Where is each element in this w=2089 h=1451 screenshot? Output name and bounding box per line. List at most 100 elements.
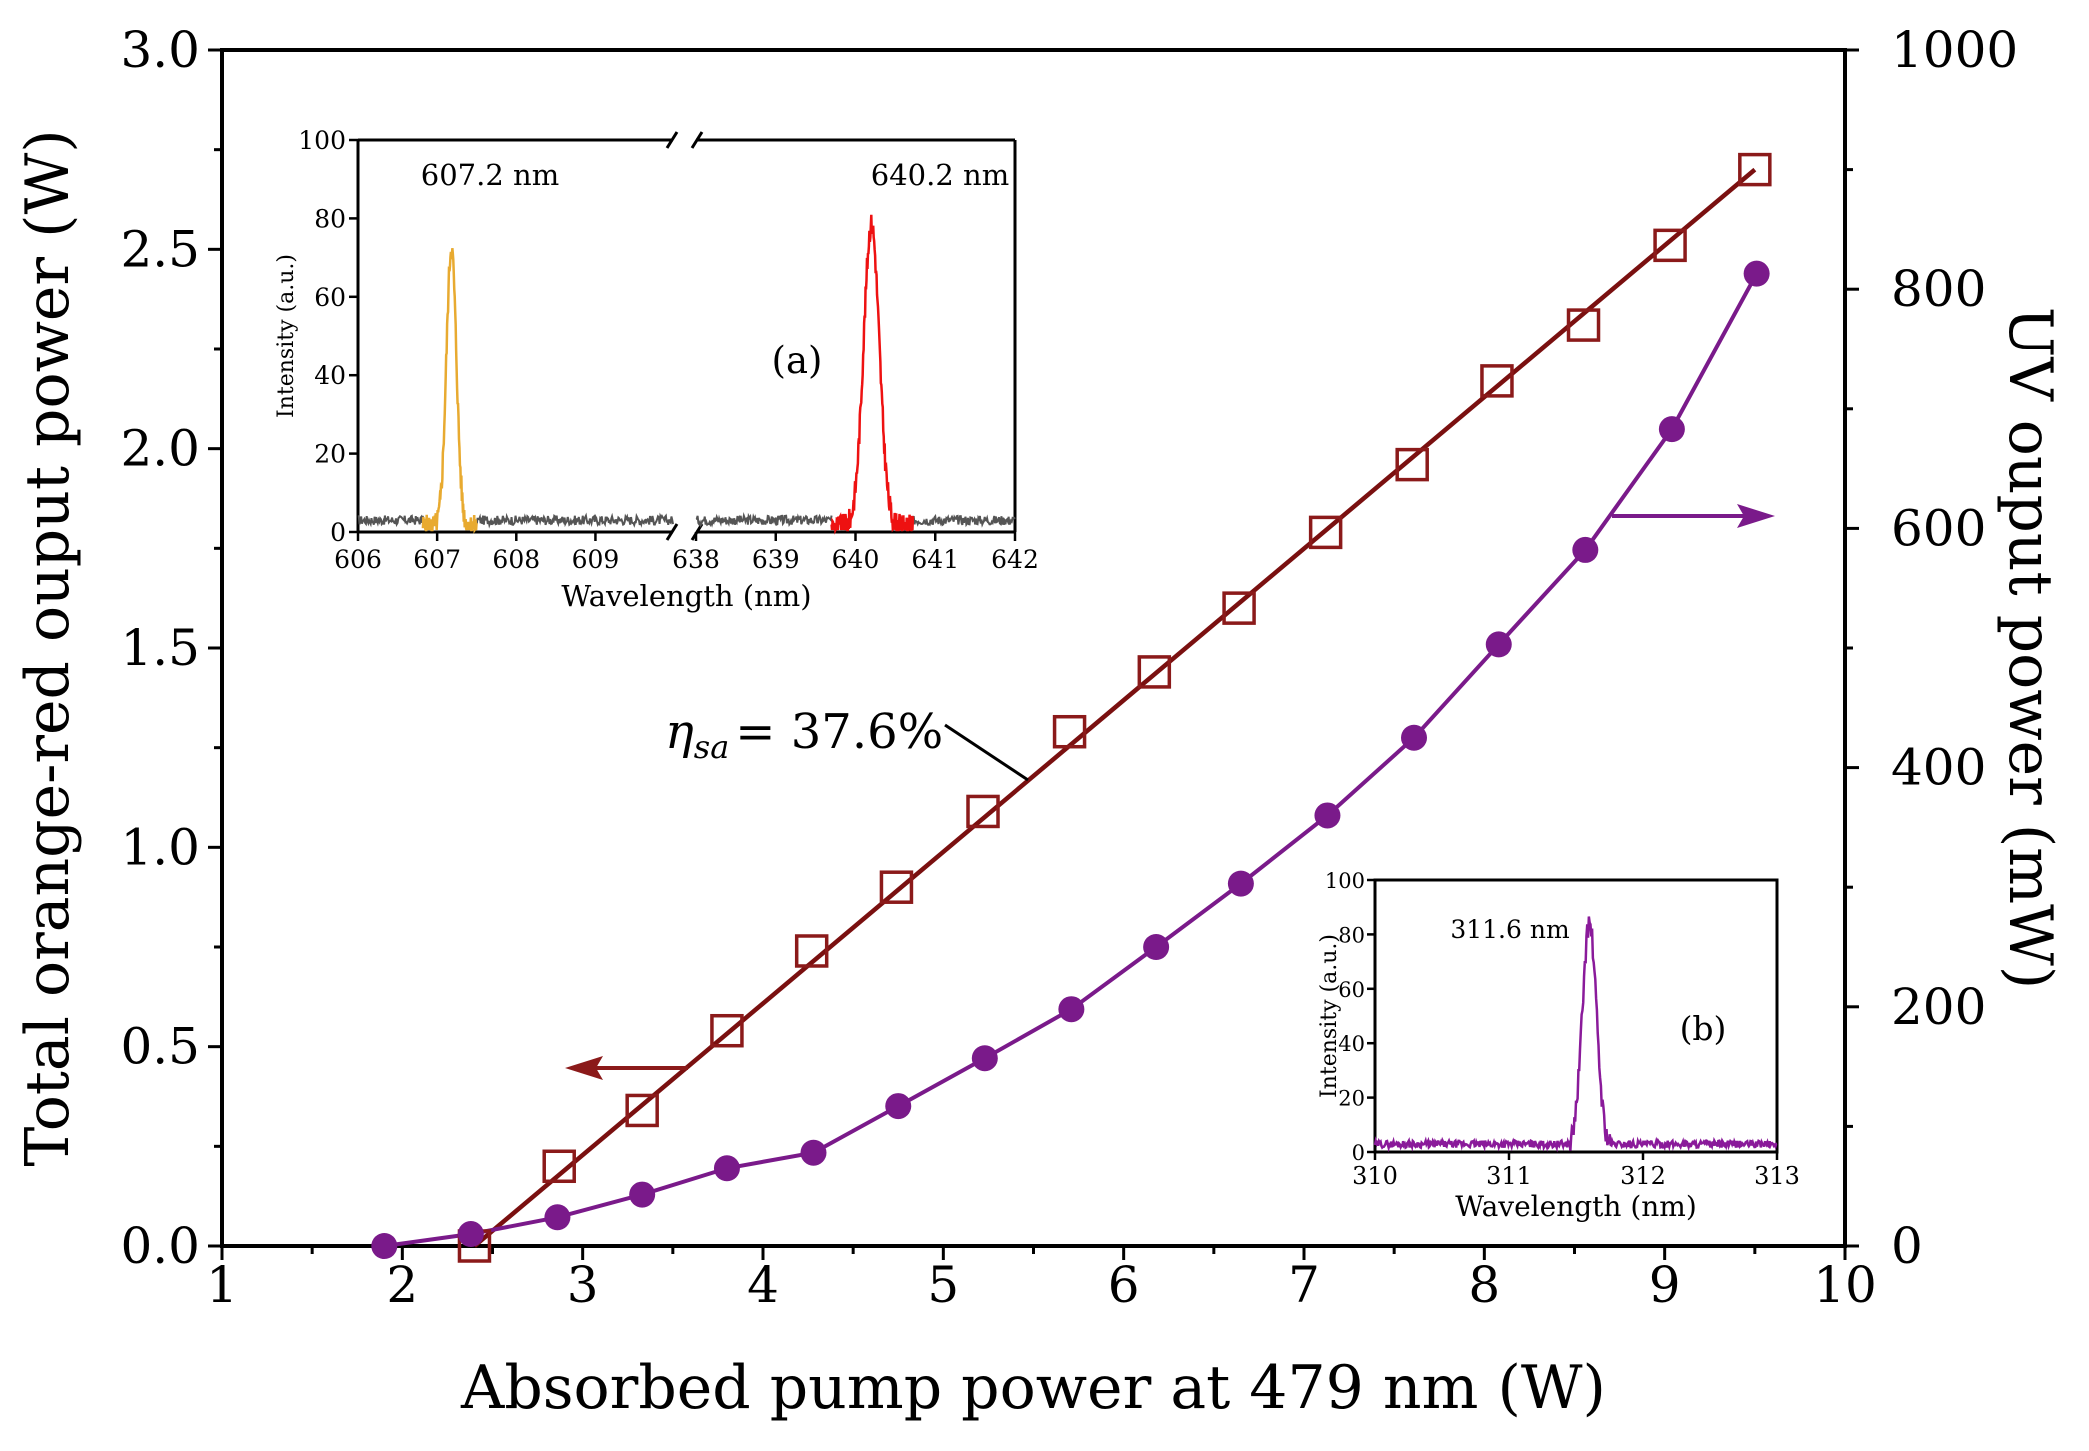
inset-a-y-tick-label: 60 <box>314 283 346 312</box>
y-left-tick-label: 3.0 <box>120 21 200 79</box>
orange-red-point <box>710 1013 744 1048</box>
eta-symbol: η <box>665 704 694 760</box>
orange-red-point <box>966 794 1000 829</box>
y-right-tick-label: 800 <box>1891 260 1986 318</box>
y-right-tick-label: 0 <box>1891 1217 1923 1275</box>
orange-red-point <box>1653 228 1687 263</box>
inset-a-baseline <box>357 514 424 528</box>
orange-red-point <box>1566 308 1601 342</box>
inset-a-baseline <box>695 512 833 528</box>
right-axis-arrowhead <box>1737 504 1775 528</box>
inset-a-y-axis-label: Intensity (a.u.) <box>274 254 299 418</box>
y-left-tick-label: 1.0 <box>120 818 200 876</box>
x-tick-label: 7 <box>1288 1256 1320 1314</box>
y-right-tick-label: 600 <box>1891 499 1986 557</box>
y-left-tick-label: 1.5 <box>120 619 200 677</box>
uv-point <box>1314 802 1341 829</box>
inset-a-break-mark <box>665 131 679 149</box>
x-tick-label: 2 <box>386 1256 418 1314</box>
inset-a-x-tick-label: 609 <box>572 545 620 574</box>
inset-b-y-axis-label: Intensity (a.u.) <box>1317 934 1342 1098</box>
eta-annotation: ηsa = 37.6% <box>665 704 943 766</box>
uv-point <box>971 1045 998 1072</box>
uv-point <box>1227 870 1254 897</box>
inset-b-y-tick-label: 40 <box>1338 1032 1365 1056</box>
x-tick-label: 9 <box>1649 1256 1681 1314</box>
uv-point <box>1658 416 1685 443</box>
inset-a-red-peak <box>830 214 915 535</box>
inset-a-x-tick-label: 638 <box>672 545 720 574</box>
inset-a-x-tick-label: 640 <box>832 545 880 574</box>
x-tick-label: 3 <box>567 1256 599 1314</box>
orange-red-point <box>879 870 914 904</box>
x-tick-label: 8 <box>1468 1256 1500 1314</box>
uv-point <box>457 1221 484 1248</box>
inset-b-y-tick-label: 0 <box>1352 1141 1365 1165</box>
y-left-axis-label: Total orange-red ouput power (W) <box>13 129 83 1166</box>
inset-b-x-tick-label: 310 <box>1352 1162 1398 1190</box>
inset-a-plot: 606 607 608 609 638 639 640 641 642 0 20 40 60 80 100 W… <box>274 126 1039 613</box>
eta-pointer-line <box>944 723 1029 782</box>
y-left-tick-label: 0.0 <box>120 1217 200 1275</box>
inset-b-panel-label: (b) <box>1680 1009 1727 1048</box>
inset-a-peak-label: 607.2 nm <box>421 158 559 192</box>
inset-a-break-mark <box>690 131 704 149</box>
y-left-tick-label: 2.5 <box>120 220 200 278</box>
x-tick-label: 4 <box>747 1256 779 1314</box>
inset-b-x-tick-label: 312 <box>1620 1162 1666 1190</box>
y-right-tick-label: 200 <box>1891 978 1986 1036</box>
inset-a-y-tick-label: 100 <box>298 126 346 155</box>
orange-red-point <box>1395 447 1429 482</box>
y-left-tick-label: 2.0 <box>120 420 200 478</box>
orange-red-point <box>1137 655 1172 689</box>
orange-red-point <box>625 1093 659 1128</box>
inset-b-x-tick-label: 311 <box>1486 1162 1532 1190</box>
inset-a-y-tick-label: 80 <box>314 204 346 233</box>
orange-red-point <box>1052 714 1087 749</box>
inset-a-x-tick-label: 639 <box>752 545 800 574</box>
uv-point <box>1058 996 1085 1023</box>
inset-a-x-tick-label: 608 <box>492 545 540 574</box>
inset-b-y-tick-label: 80 <box>1338 923 1365 947</box>
uv-point <box>629 1181 656 1208</box>
uv-point <box>1572 536 1599 563</box>
uv-point <box>800 1139 827 1166</box>
inset-a-break-mark <box>665 523 679 541</box>
inset-a-x-tick-label: 606 <box>334 545 382 574</box>
x-tick-label: 5 <box>927 1256 959 1314</box>
orange-red-point <box>1480 364 1514 398</box>
inset-a-y-tick-label: 0 <box>330 518 346 547</box>
left-axis-arrowhead <box>565 1056 603 1080</box>
y-right-tick-label: 1000 <box>1891 21 2018 79</box>
inset-b-uv-peak <box>1373 916 1778 1153</box>
inset-a-background <box>355 137 1018 535</box>
inset-a-x-tick-label: 607 <box>413 545 461 574</box>
x-axis-label: Absorbed pump power at 479 nm (W) <box>460 1353 1606 1423</box>
eta-subscript: sa <box>694 728 730 766</box>
orange-red-point <box>1738 152 1772 187</box>
uv-point <box>544 1204 571 1231</box>
inset-a-orange-peak <box>421 248 478 534</box>
inset-a-y-tick-label: 40 <box>314 361 346 390</box>
y-right-tick-label: 400 <box>1891 739 1986 797</box>
inset-a-x-tick-label: 642 <box>991 545 1039 574</box>
orange-red-point <box>1308 515 1343 550</box>
uv-point <box>1743 260 1770 287</box>
inset-b-y-tick-label: 20 <box>1338 1087 1365 1111</box>
uv-point <box>1401 724 1428 751</box>
uv-point <box>371 1233 398 1259</box>
inset-a-panel-label: (a) <box>772 339 823 382</box>
inset-b-y-tick-label: 100 <box>1325 869 1365 893</box>
inset-b-plot: 310 311 312 313 0 20 40 60 80 100 Wavelength (nm) I… <box>1317 869 1800 1223</box>
x-tick-label: 6 <box>1108 1256 1140 1314</box>
inset-a-y-tick-label: 20 <box>314 440 346 469</box>
orange-red-point <box>1222 591 1256 625</box>
inset-b-x-axis-label: Wavelength (nm) <box>1455 1190 1697 1223</box>
uv-point <box>1485 631 1512 658</box>
x-tick-label: 10 <box>1813 1256 1877 1314</box>
eta-value: = 37.6% <box>735 704 943 760</box>
y-right-axis-label: UV ouput power (mW) <box>1995 307 2065 990</box>
orange-red-point <box>794 934 829 968</box>
x-tick-label: 1 <box>206 1256 238 1314</box>
